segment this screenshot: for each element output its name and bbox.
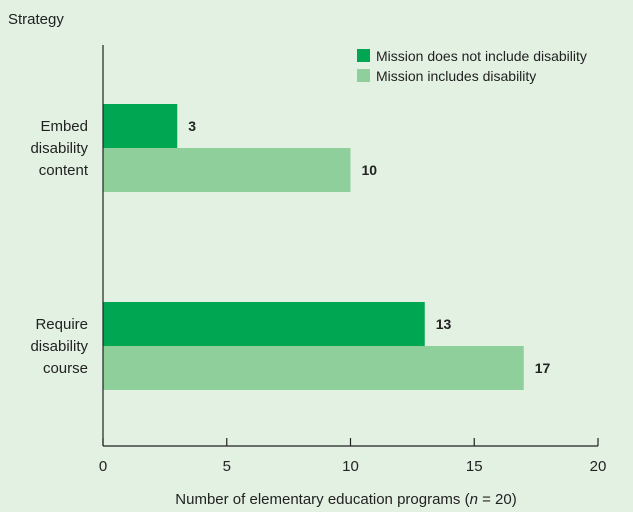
- x-tick-label-10: 10: [342, 458, 359, 475]
- legend-label-mission-includes: Mission includes disability: [376, 68, 536, 84]
- category-label-1-line-2: course: [43, 360, 88, 377]
- y-axis-title: Strategy: [8, 11, 64, 28]
- bar-cat1-series1: [103, 346, 524, 390]
- data-label-cat1-series1: 17: [535, 360, 551, 376]
- bar-cat1-series0: [103, 302, 425, 346]
- legend-swatch-mission-not-include: [357, 49, 370, 62]
- category-label-0-line-1: disability: [30, 140, 88, 157]
- bar-cat0-series0: [103, 104, 178, 148]
- data-label-cat1-series0: 13: [436, 316, 452, 332]
- data-label-cat0-series1: 10: [362, 162, 378, 178]
- x-tick-label-5: 5: [223, 458, 231, 475]
- x-tick-label-20: 20: [590, 458, 607, 475]
- x-axis-title: Number of elementary education programs …: [175, 491, 516, 508]
- legend-label-mission-not-include: Mission does not include disability: [376, 48, 587, 64]
- x-axis-ticks: 0 5 10 15 20: [99, 438, 607, 475]
- category-label-1-line-0: Require: [35, 316, 88, 333]
- category-label-0-line-0: Embed: [40, 118, 88, 135]
- category-label-0-line-2: content: [39, 162, 89, 179]
- legend: Mission does not include disability Miss…: [357, 48, 587, 84]
- category-label-1-line-1: disability: [30, 338, 88, 355]
- x-tick-label-15: 15: [466, 458, 483, 475]
- data-label-cat0-series0: 3: [188, 118, 196, 134]
- legend-swatch-mission-includes: [357, 69, 370, 82]
- category-labels: Embed disability content Require disability c…: [30, 118, 88, 377]
- bar-cat0-series1: [103, 148, 351, 192]
- x-tick-label-0: 0: [99, 458, 107, 475]
- bars-group: 3 10 13 17: [103, 104, 551, 390]
